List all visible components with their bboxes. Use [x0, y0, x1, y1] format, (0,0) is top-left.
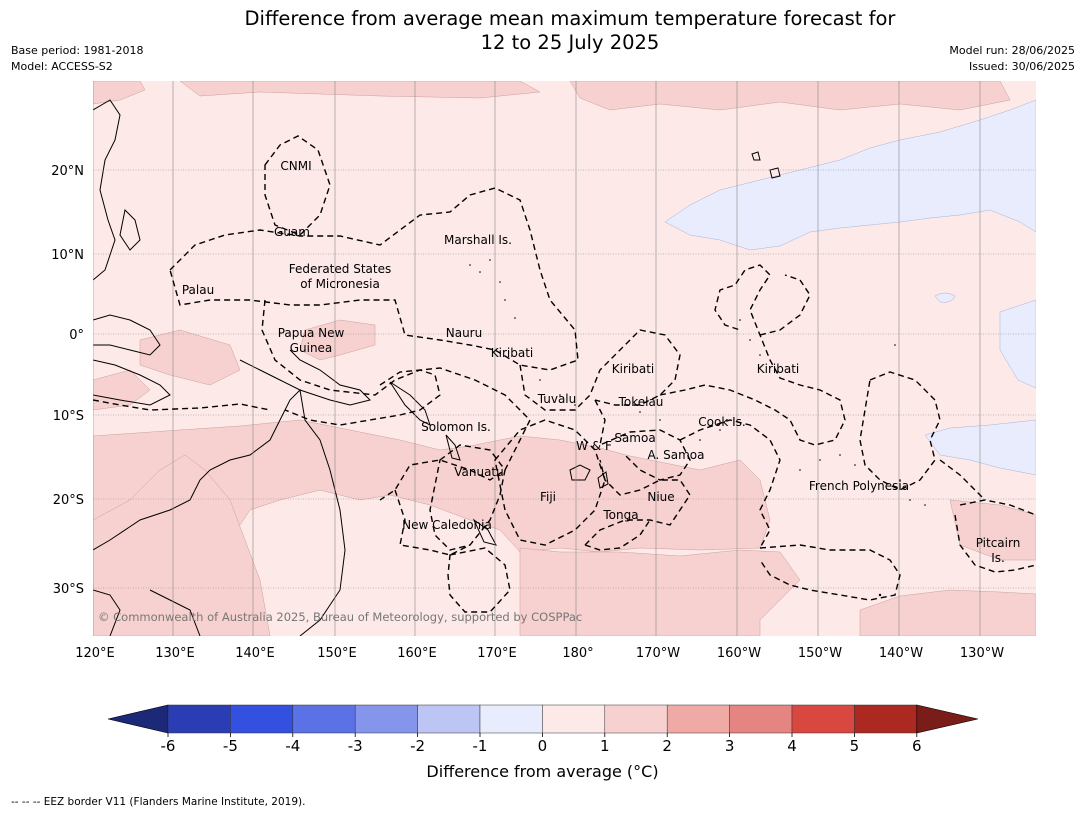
model-name: Model: ACCESS-S2	[11, 60, 113, 73]
colorbar-swatch	[854, 704, 918, 734]
lat-label: 20°N	[51, 164, 84, 179]
region-labels: CNMI Guam Marshall Is. Federated States …	[182, 159, 1020, 565]
colorbar-swatch	[292, 704, 356, 734]
colorbar-low-extend	[107, 704, 169, 734]
colorbar-tick-label: -1	[473, 737, 488, 755]
lat-label: 0°	[69, 328, 84, 343]
issued-date: Issued: 30/06/2025	[968, 60, 1075, 73]
meta-left: Base period: 1981-2018 Model: ACCESS-S2	[11, 43, 143, 75]
lon-label: 150°W	[798, 646, 842, 661]
label-nauru: Nauru	[446, 326, 482, 340]
lon-label: 160°W	[717, 646, 761, 661]
lat-label: 30°S	[53, 582, 84, 597]
label-niue: Niue	[647, 490, 674, 504]
lat-label: 10°N	[51, 248, 84, 263]
eez-borders	[93, 135, 1036, 613]
label-french-polynesia: French Polynesia	[809, 479, 909, 493]
label-png-line1: Papua New	[278, 326, 345, 340]
map-area: © Commonwealth of Australia 2025, Bureau…	[93, 81, 1036, 636]
colorbar-tick-label: -2	[410, 737, 425, 755]
title-line-2: 12 to 25 July 2025	[480, 31, 660, 54]
colorbar-tick-label: -4	[285, 737, 300, 755]
label-tuvalu: Tuvalu	[537, 392, 577, 406]
anomaly-neg-areas	[664, 99, 1036, 476]
label-fsm-line2: of Micronesia	[300, 277, 380, 291]
colorbar-tick-label: 4	[787, 737, 797, 755]
lon-label: 170°E	[477, 646, 517, 661]
colorbar-swatch	[791, 704, 855, 734]
label-fsm-line1: Federated States	[289, 262, 391, 276]
lon-label: 180°	[562, 646, 593, 661]
colorbar-tick-label: 2	[662, 737, 672, 755]
model-run: Model run: 28/06/2025	[949, 44, 1075, 57]
label-png-line2: Guinea	[290, 341, 333, 355]
lon-label: 120°E	[75, 646, 115, 661]
lon-label: 140°W	[879, 646, 923, 661]
colorbar-swatch	[604, 704, 668, 734]
colorbar-label: Difference from average (°C)	[426, 762, 659, 781]
chart-title: Difference from average mean maximum tem…	[0, 7, 1085, 55]
colorbar-swatch	[354, 704, 418, 734]
colorbar-swatch	[666, 704, 730, 734]
longitude-labels: 120°E 130°E 140°E 150°E 160°E 170°E 180° 170°W 1…	[75, 646, 1004, 661]
colorbar-high-extend	[916, 704, 979, 734]
latitude-labels: 20°N 10°N 0° 10°S 20°S 30°S	[51, 164, 84, 597]
label-new-caledonia: New Caledonia	[402, 518, 492, 532]
label-pitcairn-line1: Pitcairn	[976, 536, 1021, 550]
label-samoa: Samoa	[614, 431, 655, 445]
colorbar-tick-label: 0	[538, 737, 548, 755]
colorbar-tick-label: 3	[725, 737, 735, 755]
label-tonga: Tonga	[602, 508, 638, 522]
base-period: Base period: 1981-2018	[11, 44, 144, 57]
label-kiribati-central: Kiribati	[612, 362, 654, 376]
label-tokelau: Tokelau	[618, 395, 664, 409]
colorbar-swatch	[230, 704, 294, 734]
colorbar	[107, 704, 979, 737]
lat-label: 10°S	[53, 409, 84, 424]
lon-label: 150°E	[317, 646, 357, 661]
colorbar-tick-label: 6	[912, 737, 922, 755]
label-american-samoa: A. Samoa	[648, 448, 705, 462]
lon-label: 140°E	[235, 646, 275, 661]
label-guam: Guam	[274, 225, 310, 239]
colorbar-swatch	[167, 704, 231, 734]
island-dots	[469, 259, 926, 597]
colorbar-tick-label: 1	[600, 737, 610, 755]
label-solomon: Solomon Is.	[421, 420, 491, 434]
label-marshall: Marshall Is.	[444, 233, 512, 247]
lon-label: 130°E	[155, 646, 195, 661]
label-palau: Palau	[182, 283, 214, 297]
meta-right: Model run: 28/06/2025 Issued: 30/06/2025	[949, 43, 1075, 75]
colorbar-swatch	[417, 704, 481, 734]
lon-label: 160°E	[397, 646, 437, 661]
copyright-text: © Commonwealth of Australia 2025, Bureau…	[98, 610, 582, 624]
colorbar-swatch	[542, 704, 606, 734]
lon-label: 130°W	[960, 646, 1004, 661]
colorbar-swatch	[479, 704, 543, 734]
footer-legend: -- -- -- EEZ border V11 (Flanders Marine…	[11, 796, 306, 808]
coastlines	[93, 99, 781, 636]
label-fiji: Fiji	[540, 490, 556, 504]
colorbar-tick-label: -3	[348, 737, 363, 755]
label-cnmi: CNMI	[280, 159, 311, 173]
label-kiribati-east: Kiribati	[757, 362, 799, 376]
colorbar-swatch	[729, 704, 793, 734]
lat-label: 20°S	[53, 493, 84, 508]
colorbar-tick-label: -5	[223, 737, 238, 755]
title-line-1: Difference from average mean maximum tem…	[244, 7, 896, 30]
label-cook: Cook Is.	[698, 415, 745, 429]
lon-label: 170°W	[636, 646, 680, 661]
label-wallis-futuna: W & F	[576, 439, 612, 453]
label-kiribati-west: Kiribati	[491, 346, 533, 360]
colorbar-tick-label: -6	[161, 737, 176, 755]
colorbar-ticks: -6 -5 -4 -3 -2 -1 0 1 2 3 4 5 6	[161, 737, 922, 755]
gridlines	[93, 81, 1036, 636]
label-vanuatu: Vanuatu	[454, 465, 504, 479]
colorbar-tick-label: 5	[850, 737, 860, 755]
label-pitcairn-line2: Is.	[991, 551, 1005, 565]
